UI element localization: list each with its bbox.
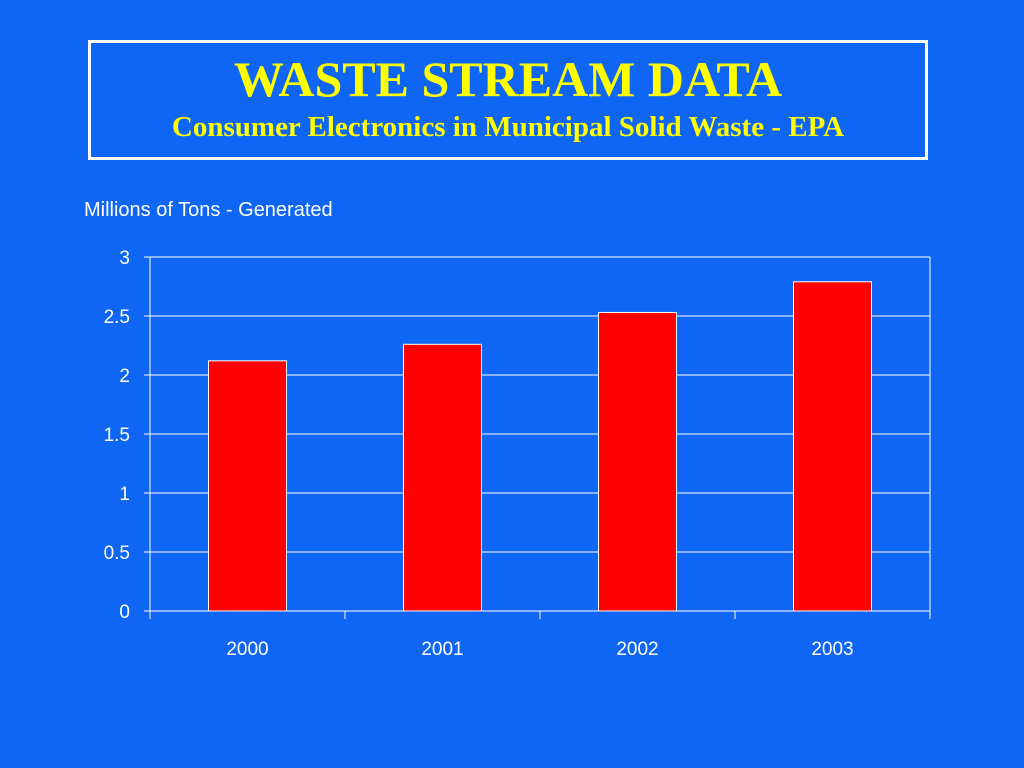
y-tick-label: 1.5	[104, 425, 130, 446]
bar-2003	[793, 281, 872, 612]
bar-2002	[598, 311, 677, 612]
bar-2000	[208, 360, 287, 612]
slide-title: WASTE STREAM DATA	[233, 51, 783, 107]
x-tick-label: 2002	[616, 639, 658, 660]
y-tick-label: 2	[119, 366, 130, 387]
bar-2001	[403, 343, 482, 612]
y-tick-label: 0	[119, 602, 130, 623]
y-tick-label: 3	[119, 248, 130, 269]
slide-subtitle: Consumer Electronics in Municipal Solid …	[171, 111, 845, 143]
y-tick-label: 2.5	[104, 307, 130, 328]
y-tick-label: 0.5	[104, 543, 130, 564]
x-tick-label: 2000	[226, 639, 268, 660]
y-axis-label: Millions of Tons - Generated	[84, 199, 333, 221]
x-tick-label: 2003	[811, 639, 853, 660]
title-box: WASTE STREAM DATA Consumer Electronics i…	[88, 40, 928, 160]
x-tick-label: 2001	[421, 639, 463, 660]
y-tick-label: 1	[119, 484, 130, 505]
